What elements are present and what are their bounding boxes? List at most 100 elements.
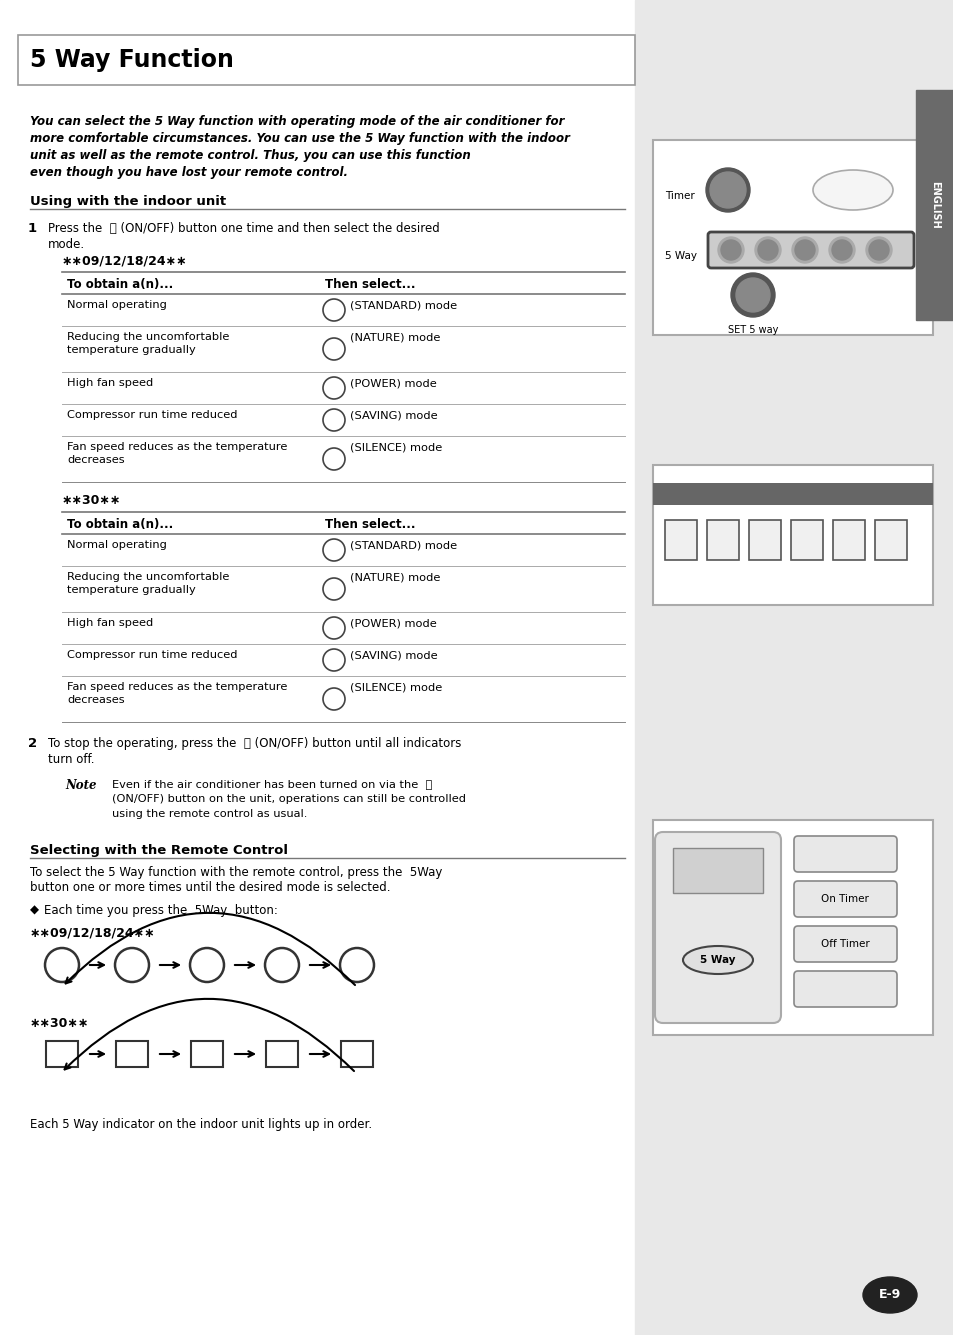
Text: mode.: mode. [48,238,85,251]
Bar [116,1041,148,1067]
Text: Compressor run time reduced: Compressor run time reduced [67,650,237,659]
Circle shape [791,238,817,263]
Text: Off Timer: Off Timer [820,939,868,949]
Text: (SILENCE) mode: (SILENCE) mode [350,442,442,453]
Circle shape [720,240,740,260]
Text: ENGLISH: ENGLISH [929,182,939,228]
Circle shape [831,240,851,260]
Text: Even if the air conditioner has been turned on via the  ⏻: Even if the air conditioner has been tur… [112,780,432,789]
Text: You can select the 5 Way function with operating mode of the air conditioner for: You can select the 5 Way function with o… [30,115,564,128]
Bar [652,465,932,605]
Text: (ON/OFF) button on the unit, operations can still be controlled: (ON/OFF) button on the unit, operations … [112,794,465,804]
Text: Compressor run time reduced: Compressor run time reduced [67,410,237,421]
Text: High fan speed: High fan speed [67,378,153,388]
Text: 2: 2 [28,737,37,750]
Bar [652,820,932,1035]
Text: 5 Way: 5 Way [664,251,697,262]
Text: Then select...: Then select... [325,518,416,531]
Text: Fan speed reduces as the temperature
decreases: Fan speed reduces as the temperature dec… [67,442,287,465]
Text: (SAVING) mode: (SAVING) mode [350,650,437,659]
Text: 5 Way Function: 5 Way Function [30,48,233,72]
Text: Timer: Timer [664,191,694,202]
Circle shape [709,172,745,208]
Text: turn off.: turn off. [48,753,94,766]
Bar [0,0,635,1335]
Bar [191,1041,223,1067]
Text: ∗∗30∗∗: ∗∗30∗∗ [62,494,121,507]
Circle shape [868,240,888,260]
Text: To stop the operating, press the  ⏻ (ON/OFF) button until all indicators: To stop the operating, press the ⏻ (ON/O… [48,737,461,750]
Bar [46,1041,78,1067]
Text: (STANDARD) mode: (STANDARD) mode [350,539,456,550]
Text: Normal operating: Normal operating [67,300,167,310]
Text: button one or more times until the desired mode is selected.: button one or more times until the desir… [30,881,390,894]
Bar [664,521,697,559]
Text: ∗∗30∗∗: ∗∗30∗∗ [30,1017,90,1031]
Circle shape [865,238,891,263]
Ellipse shape [812,170,892,210]
Bar [18,35,635,85]
Text: (STANDARD) mode: (STANDARD) mode [350,300,456,310]
Circle shape [828,238,854,263]
Text: Normal operating: Normal operating [67,539,167,550]
FancyBboxPatch shape [793,836,896,872]
Text: Each 5 Way indicator on the indoor unit lights up in order.: Each 5 Way indicator on the indoor unit … [30,1117,372,1131]
Circle shape [735,278,769,312]
Bar [266,1041,297,1067]
Text: ∗∗09/12/18/24∗∗: ∗∗09/12/18/24∗∗ [30,926,155,939]
Text: even though you have lost your remote control.: even though you have lost your remote co… [30,166,348,179]
Ellipse shape [682,947,752,975]
Text: E-9: E-9 [878,1288,901,1302]
Text: Reducing the uncomfortable
temperature gradually: Reducing the uncomfortable temperature g… [67,332,229,355]
Text: (POWER) mode: (POWER) mode [350,378,436,388]
Circle shape [730,272,774,316]
Bar [748,521,781,559]
Bar [652,483,932,505]
Bar [706,521,739,559]
Text: Fan speed reduces as the temperature
decreases: Fan speed reduces as the temperature dec… [67,682,287,705]
Text: using the remote control as usual.: using the remote control as usual. [112,809,307,818]
Bar [915,89,953,320]
Text: (SILENCE) mode: (SILENCE) mode [350,682,442,692]
Bar [672,848,762,893]
FancyBboxPatch shape [793,926,896,963]
FancyBboxPatch shape [793,881,896,917]
Bar [340,1041,373,1067]
Text: Using with the indoor unit: Using with the indoor unit [30,195,226,208]
Text: Reducing the uncomfortable
temperature gradually: Reducing the uncomfortable temperature g… [67,571,229,595]
Text: (NATURE) mode: (NATURE) mode [350,571,440,582]
Text: To select the 5 Way function with the remote control, press the  5Way: To select the 5 Way function with the re… [30,866,442,878]
Bar [652,140,932,335]
Text: more comfortable circumstances. You can use the 5 Way function with the indoor: more comfortable circumstances. You can … [30,132,569,146]
Circle shape [705,168,749,212]
Bar [832,521,864,559]
Text: ∗∗09/12/18/24∗∗: ∗∗09/12/18/24∗∗ [62,255,188,268]
Bar [635,0,953,1335]
FancyBboxPatch shape [793,971,896,1007]
FancyBboxPatch shape [707,232,913,268]
Text: To obtain a(n)...: To obtain a(n)... [67,278,173,291]
Text: Then select...: Then select... [325,278,416,291]
Text: unit as well as the remote control. Thus, you can use this function: unit as well as the remote control. Thus… [30,150,470,162]
Text: ◆: ◆ [30,904,39,917]
Text: (SAVING) mode: (SAVING) mode [350,410,437,421]
Text: Selecting with the Remote Control: Selecting with the Remote Control [30,844,288,857]
Text: To obtain a(n)...: To obtain a(n)... [67,518,173,531]
Ellipse shape [862,1278,916,1314]
Text: (POWER) mode: (POWER) mode [350,618,436,627]
FancyBboxPatch shape [655,832,781,1023]
Circle shape [758,240,778,260]
Circle shape [754,238,781,263]
Text: High fan speed: High fan speed [67,618,153,627]
Text: Note: Note [65,780,96,792]
Text: On Timer: On Timer [821,894,868,904]
Circle shape [794,240,814,260]
Text: Each time you press the  5Way  button:: Each time you press the 5Way button: [44,904,277,917]
Text: (NATURE) mode: (NATURE) mode [350,332,440,342]
Text: SET 5 way: SET 5 way [727,324,778,335]
Text: 5 Way: 5 Way [700,955,735,965]
Text: Press the  ⏻ (ON/OFF) button one time and then select the desired: Press the ⏻ (ON/OFF) button one time and… [48,222,439,235]
Circle shape [718,238,743,263]
Bar [874,521,906,559]
Text: 1: 1 [28,222,37,235]
